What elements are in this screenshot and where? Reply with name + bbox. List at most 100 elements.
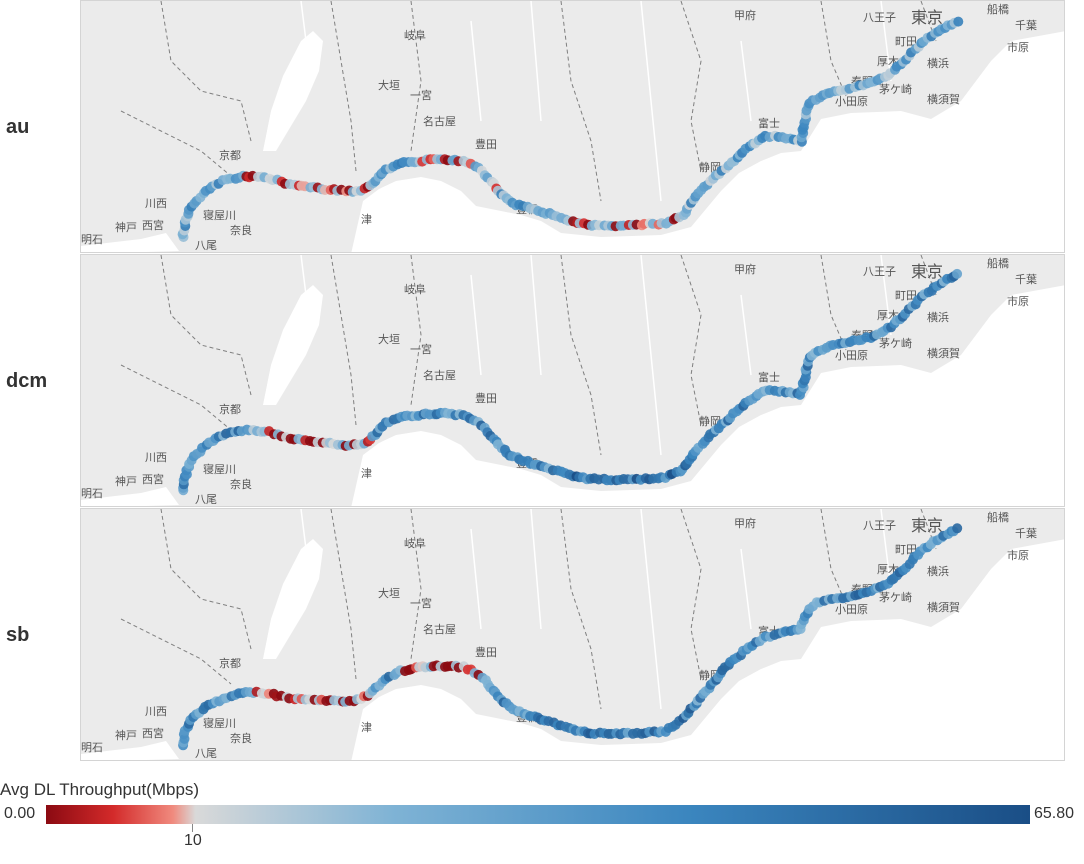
map-panel-dcm[interactable]: 甲府八王子東京船橋千葉町田市原岐阜厚木横浜大垣一宮秦野茅ケ崎小田原横須賀名古屋豊… — [80, 254, 1065, 507]
legend-tick-label: 10 — [184, 832, 202, 849]
map-label-funabashi: 船橋 — [987, 510, 1009, 524]
map-label-ichihara: 市原 — [1007, 294, 1029, 308]
map-label-nishinomiya: 西宮 — [142, 472, 164, 486]
prefecture-border — [560, 255, 602, 456]
map-label-kofu: 甲府 — [734, 8, 756, 22]
map-label-odawara: 小田原 — [835, 603, 868, 616]
sea — [351, 539, 1064, 760]
map-label-hachioji: 八王子 — [863, 11, 896, 24]
map-svg: 甲府八王子東京船橋千葉町田市原岐阜厚木横浜大垣一宮秦野茅ケ崎小田原横須賀名古屋豊… — [81, 255, 1064, 506]
map-label-kyoto: 京都 — [219, 656, 241, 670]
map-label-tokyo: 東京 — [911, 516, 943, 535]
legend-max-label: 65.80 — [1034, 805, 1075, 822]
map-label-ichinomiya: 一宮 — [410, 88, 432, 102]
prefecture-border — [680, 1, 702, 172]
map-label-neyagawa: 寝屋川 — [203, 208, 236, 222]
map-label-ichinomiya: 一宮 — [410, 342, 432, 356]
map-label-fuji: 富士 — [758, 116, 780, 130]
map-label-chiba: 千葉 — [1015, 18, 1037, 32]
map-label-neyagawa: 寝屋川 — [203, 716, 236, 730]
river — [740, 548, 752, 630]
map-label-hachioji: 八王子 — [863, 519, 896, 532]
map-label-odawara: 小田原 — [835, 95, 868, 108]
map-panel-sb[interactable]: 甲府八王子東京船橋千葉町田市原岐阜厚木横浜大垣一宮秦野茅ケ崎小田原横須賀名古屋豊… — [80, 508, 1065, 761]
row-label-au: au — [6, 116, 30, 138]
map-label-ogaki: 大垣 — [378, 78, 400, 92]
map-svg: 甲府八王子東京船橋千葉町田市原岐阜厚木横浜大垣一宮秦野茅ケ崎小田原横須賀名古屋豊… — [81, 509, 1064, 760]
map-label-akashi: 明石 — [81, 233, 103, 246]
map-label-chigasaki: 茅ケ崎 — [879, 590, 912, 604]
map-panel-au[interactable]: 甲府八王子東京船橋千葉町田市原岐阜厚木横浜大垣一宮秦野茅ケ崎小田原横須賀名古屋豊… — [80, 0, 1065, 253]
legend-title: Avg DL Throughput(Mbps) — [0, 780, 200, 799]
throughput-point[interactable] — [953, 16, 964, 27]
map-label-gifu: 岐阜 — [404, 537, 426, 550]
prefecture-border — [820, 1, 847, 97]
throughput-point[interactable] — [952, 268, 963, 279]
map-label-nara: 奈良 — [230, 477, 252, 491]
river — [300, 1, 312, 82]
river — [740, 294, 752, 376]
throughput-point[interactable] — [952, 523, 963, 534]
map-label-neyagawa: 寝屋川 — [203, 462, 236, 476]
map-svg: 甲府八王子東京船橋千葉町田市原岐阜厚木横浜大垣一宮秦野茅ケ崎小田原横須賀名古屋豊… — [81, 1, 1064, 252]
map-label-ichihara: 市原 — [1007, 40, 1029, 54]
map-label-toyota: 豊田 — [475, 392, 497, 405]
sea — [351, 285, 1064, 506]
map-label-toyota: 豊田 — [475, 138, 497, 151]
prefecture-border — [120, 618, 232, 685]
prefecture-border — [680, 255, 702, 426]
map-label-kawanishi: 川西 — [145, 197, 167, 210]
map-label-yokosuka: 横須賀 — [927, 600, 960, 614]
map-label-tokyo: 東京 — [911, 8, 943, 27]
prefecture-border — [330, 255, 357, 426]
river — [640, 1, 662, 202]
map-label-nagoya: 名古屋 — [423, 368, 456, 382]
prefecture-border — [410, 255, 422, 406]
sea — [381, 206, 480, 252]
river — [880, 1, 892, 82]
map-label-yokosuka: 横須賀 — [927, 92, 960, 106]
map-label-kobe: 神戸 — [115, 474, 137, 488]
row-label-dcm: dcm — [6, 370, 48, 392]
map-label-akashi: 明石 — [81, 487, 103, 500]
map-label-ichihara: 市原 — [1007, 548, 1029, 562]
prefecture-border — [410, 509, 422, 660]
map-label-kyoto: 京都 — [219, 148, 241, 162]
map-label-yao: 八尾 — [195, 493, 217, 506]
map-label-kofu: 甲府 — [734, 262, 756, 276]
map-label-nara: 奈良 — [230, 731, 252, 745]
map-label-chigasaki: 茅ケ崎 — [879, 336, 912, 350]
row-label-sb: sb — [6, 624, 30, 646]
map-label-kyoto: 京都 — [219, 402, 241, 416]
prefecture-border — [560, 509, 602, 710]
map-label-machida: 町田 — [895, 289, 917, 302]
map-label-kofu: 甲府 — [734, 516, 756, 530]
map-label-yokohama: 横浜 — [927, 564, 949, 578]
river — [530, 255, 542, 376]
river — [640, 509, 662, 710]
river — [640, 255, 662, 456]
sea — [381, 460, 480, 506]
prefecture-border — [330, 509, 357, 680]
map-label-yao: 八尾 — [195, 239, 217, 252]
map-label-tsu: 津 — [361, 721, 372, 734]
river — [530, 509, 542, 630]
river — [470, 20, 482, 122]
map-label-funabashi: 船橋 — [987, 2, 1009, 16]
prefecture-border — [410, 1, 422, 152]
prefecture-border — [560, 1, 602, 202]
map-label-toyota: 豊田 — [475, 646, 497, 659]
map-label-chigasaki: 茅ケ崎 — [879, 82, 912, 96]
river — [300, 255, 312, 336]
map-label-akashi: 明石 — [81, 741, 103, 754]
sea — [381, 714, 480, 760]
map-label-machida: 町田 — [895, 35, 917, 48]
legend-min-label: 0.00 — [4, 805, 36, 822]
sea — [81, 233, 179, 252]
sea — [81, 741, 179, 760]
sea — [351, 31, 1064, 252]
map-label-gifu: 岐阜 — [404, 29, 426, 42]
map-label-tsu: 津 — [361, 213, 372, 226]
map-label-fuji: 富士 — [758, 370, 780, 384]
map-label-funabashi: 船橋 — [987, 256, 1009, 270]
